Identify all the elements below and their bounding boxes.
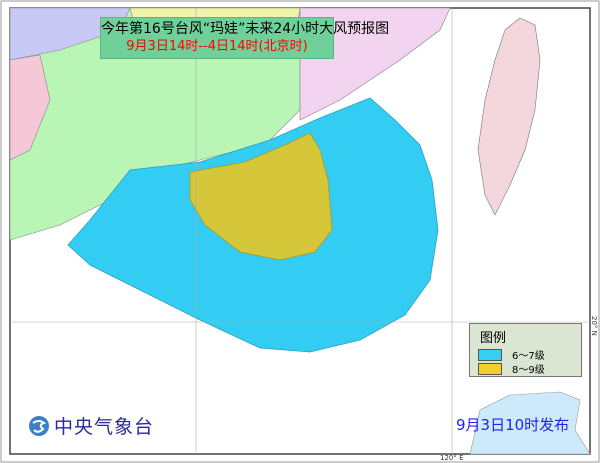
legend-swatch: [478, 362, 502, 375]
cma-logo-icon: [29, 415, 49, 436]
land-fujian: [299, 7, 451, 121]
map-title-box: 今年第16号台风“玛娃”未来24小时大风预报图 9月3日14时--4日14时(北…: [100, 17, 390, 59]
map-subtitle: 9月3日14时--4日14时(北京时): [126, 39, 308, 54]
legend-label: 8～9级: [512, 365, 545, 376]
legend: 图例 6～7级 8～9级: [469, 323, 582, 377]
agency-name: 中央气象台: [54, 416, 155, 438]
legend-swatch: [478, 348, 502, 361]
zone-8-9: [189, 132, 333, 261]
land-west: [9, 54, 51, 161]
taiwan: [477, 17, 541, 216]
lon-label: 120° E: [440, 454, 464, 462]
legend-item-8-9: 8～9级: [478, 361, 545, 376]
legend-title: 图例: [480, 331, 507, 346]
legend-item-6-7: 6～7级: [478, 347, 545, 362]
land-luzon: [469, 391, 591, 455]
lat-label: 20° N: [590, 316, 598, 336]
agency-logo: 中央气象台: [28, 412, 154, 439]
issued-time: 9月3日10时发布: [456, 416, 570, 434]
map-title: 今年第16号台风“玛娃”未来24小时大风预报图: [101, 21, 390, 37]
legend-label: 6～7级: [512, 351, 545, 362]
